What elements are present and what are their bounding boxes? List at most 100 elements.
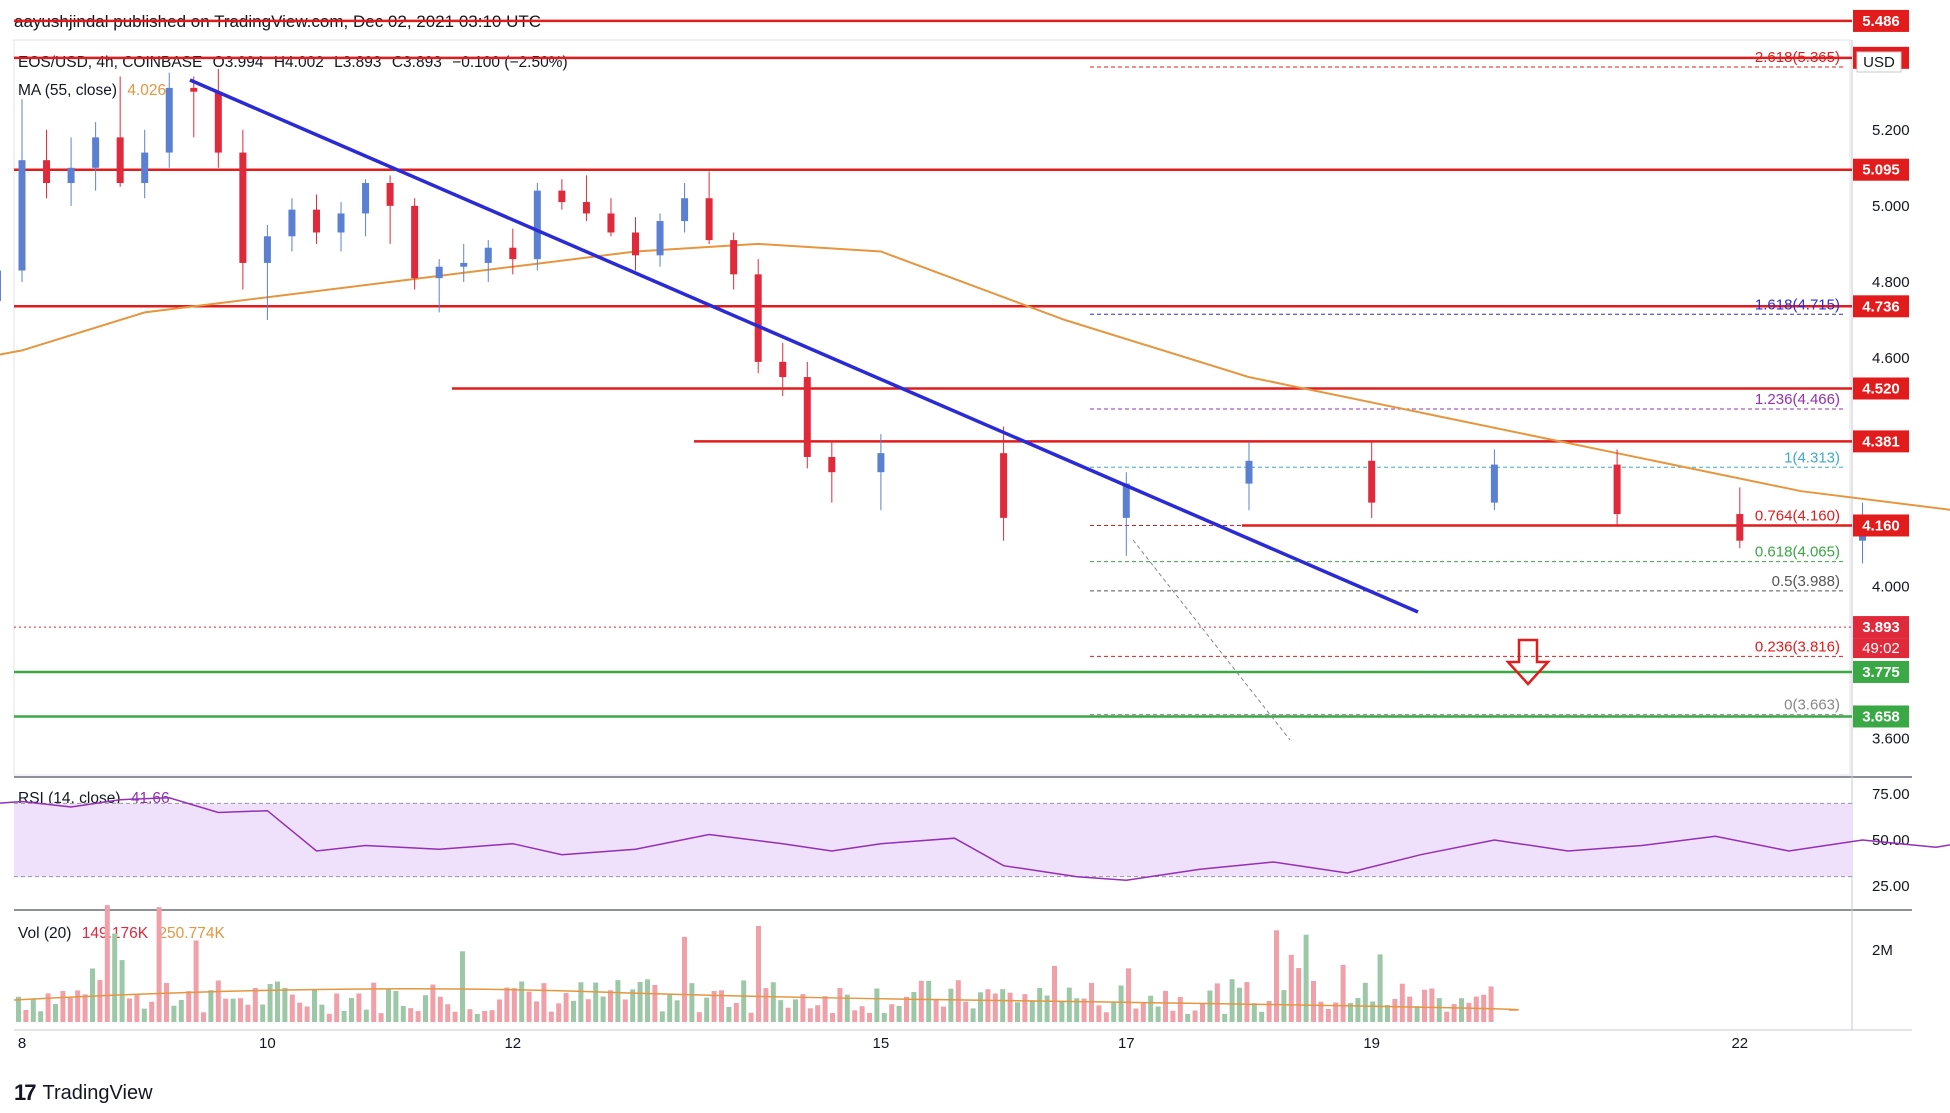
candle-up [0, 270, 1, 301]
volume-bar-down [719, 990, 724, 1022]
volume-bar-up [645, 979, 650, 1022]
candle-down [632, 232, 639, 256]
volume-bar-down [1399, 983, 1405, 1022]
volume-bar-down [1244, 982, 1250, 1022]
bearish-trendline [189, 78, 1419, 614]
volume-bar-down [652, 984, 658, 1022]
volume-bar-down [193, 940, 199, 1022]
price-badge-label: 5.095 [1862, 162, 1900, 179]
price-badge [1853, 430, 1909, 453]
volume-bar-up [275, 981, 280, 1022]
volume-bar-up [667, 994, 673, 1022]
volume-bar-up [874, 988, 880, 1022]
candle-down [582, 202, 590, 214]
fib-level-label: 1.236(4.466) [1755, 391, 1840, 408]
volume-bar-down [585, 999, 591, 1022]
volume-bar-down [289, 994, 295, 1022]
volume-bar-down [1296, 968, 1302, 1022]
volume-bar-up [1436, 998, 1442, 1022]
volume-bar-up [1355, 997, 1361, 1022]
volume-bar-up [208, 990, 214, 1022]
volume-bar-up [741, 980, 747, 1022]
candle-up [460, 262, 468, 267]
volume-bar-up [578, 982, 584, 1022]
volume-bar-up [1066, 987, 1072, 1022]
volume-bar-down [252, 987, 258, 1022]
volume-bar-down [223, 998, 229, 1022]
volume-bar-down [304, 1006, 310, 1022]
volume-bar-up [230, 998, 236, 1022]
fib-anchor-line [1132, 539, 1291, 741]
price-axis-tick-label: 5.000 [1872, 198, 1910, 215]
time-axis-tick-label: 15 [873, 1035, 890, 1052]
volume-bar-up [1459, 998, 1464, 1022]
volume-bar-down [430, 984, 436, 1022]
ma-label: MA (55, close) [18, 82, 118, 99]
volume-bar-down [785, 1007, 791, 1022]
candle-down [509, 247, 517, 260]
price-chart[interactable]: 5.200 5.000 4.800 4.600 4.000 3.600 8 10 12 15 17 1… [0, 0, 1950, 1075]
price-badge [1853, 158, 1909, 181]
volume-bar-up [460, 951, 465, 1022]
volume-bar-up [630, 989, 636, 1022]
volume-bar-up [1229, 979, 1235, 1022]
volume-bar-up [1074, 998, 1080, 1022]
volume-bar-up [978, 992, 983, 1022]
volume-bar-down [201, 1012, 206, 1022]
volume-bar-down [297, 1002, 303, 1022]
fib-level-label: 1(4.313) [1784, 449, 1840, 466]
volume-bar-up [1348, 1003, 1353, 1022]
volume-bar-up [474, 1013, 480, 1022]
volume-bar-up [911, 992, 917, 1022]
price-axis-tick-label: 5.200 [1872, 122, 1910, 139]
volume-bar-up [881, 1012, 887, 1022]
price-pane-frame [13, 39, 1851, 776]
volume-bar-down [1407, 996, 1413, 1022]
volume-bar-down [467, 1009, 473, 1022]
volume-bar-down [326, 1013, 332, 1022]
volume-bar-down [1451, 1004, 1457, 1022]
volume-bar-up [1362, 982, 1368, 1022]
rsi-axis-tick-label: 25.00 [1872, 878, 1910, 895]
volume-bar-down [733, 1002, 739, 1022]
volume-bar-down [1266, 1001, 1272, 1022]
candle-up [165, 87, 173, 153]
time-axis-tick-label: 8 [18, 1035, 26, 1052]
volume-bar-down [497, 999, 502, 1022]
volume-bar-down [1126, 968, 1131, 1022]
volume-bar-up [593, 982, 599, 1022]
volume-bar-down [1052, 965, 1057, 1022]
volume-bar-down [60, 990, 66, 1022]
candle-down [239, 152, 247, 263]
volume-bar-down [526, 991, 532, 1022]
volume-bar-up [704, 997, 710, 1022]
volume-bar-down [763, 988, 769, 1022]
brand-name: TradingView [42, 1081, 153, 1104]
volume-bar-down [149, 1001, 155, 1022]
candle-up [18, 160, 26, 271]
price-axis-tick-label: 4.600 [1872, 350, 1910, 367]
volume-bar-down [23, 1009, 29, 1022]
ma-value: 4.026 [127, 82, 167, 99]
volume-bar-down [215, 980, 221, 1022]
volume-bar-down [104, 905, 110, 1022]
volume-bar-down [822, 996, 828, 1022]
volume-bar-down [1007, 992, 1013, 1022]
fib-level-label: 0.236(3.816) [1755, 638, 1840, 655]
candle-down [190, 87, 198, 92]
volume-bar-up [312, 989, 317, 1022]
candle-down [803, 377, 811, 457]
volume-bar-up [178, 999, 184, 1022]
fib-level-label: 2.618(5.365) [1755, 49, 1840, 66]
tradingview-logo-icon: 17 [14, 1080, 37, 1105]
candle-down [43, 160, 51, 184]
volume-bar-up [1259, 1011, 1265, 1022]
volume-bar-down [134, 994, 140, 1022]
volume-bar-down [1103, 1012, 1109, 1022]
volume-bar-up [926, 980, 932, 1022]
volume-bar-down [334, 993, 340, 1022]
time-axis-tick-label: 17 [1118, 1035, 1135, 1052]
candle-down [828, 456, 836, 473]
volume-bar-up [400, 1005, 406, 1022]
volume-bar-up [1148, 995, 1154, 1022]
